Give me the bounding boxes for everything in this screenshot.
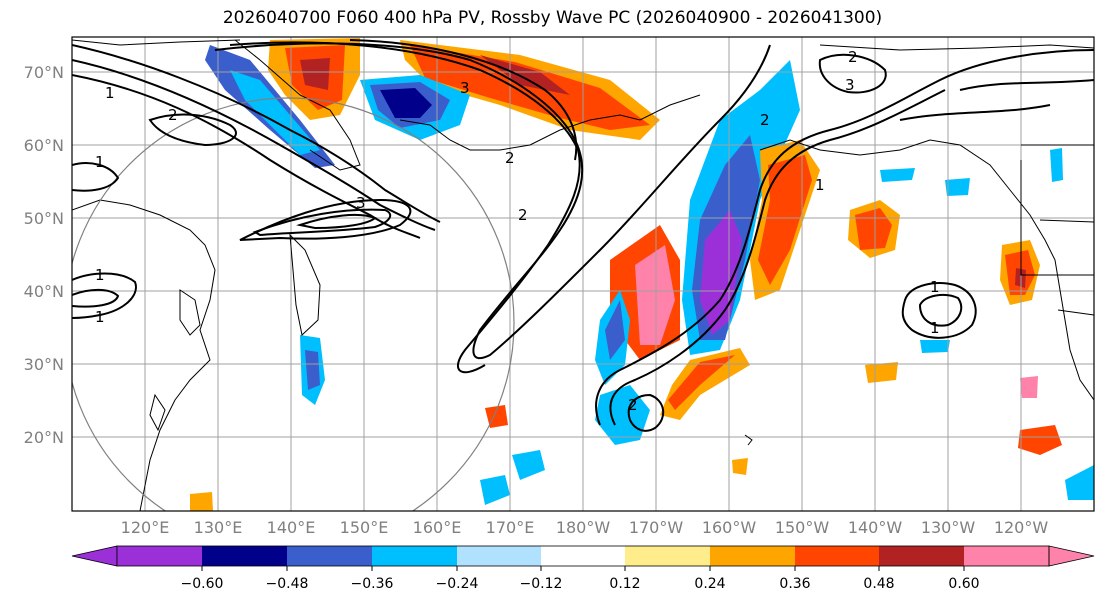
coastlines [72,39,1094,511]
colorbar-extend-min [71,545,118,567]
contour-label: 3 [356,194,366,212]
colorbar-segment [964,546,1049,566]
colorbar-tick-label: −0.24 [436,576,479,592]
lon-label: 140°E [267,518,316,537]
colorbar-segment [117,546,202,566]
graticule [72,37,1094,511]
longitude-labels: 120°E 130°E 140°E 150°E 160°E 170°E 180°… [121,518,1049,537]
contour-label: 2 [168,106,178,124]
colorbar-tick-label: 0.60 [948,576,979,592]
contour-label: 1 [95,266,105,284]
lon-label: 140°W [848,518,903,537]
contour-label: 2 [848,48,858,66]
contour-label: 3 [845,76,855,94]
lat-label: 60°N [24,136,64,155]
colorbar: −0.60 −0.48 −0.36 −0.24 −0.12 0.12 0.24 … [71,545,1095,592]
lat-label: 30°N [24,355,64,374]
lon-label: 120°E [121,518,170,537]
colorbar-tick-label: −0.12 [520,576,563,592]
lon-label: 130°W [921,518,976,537]
colorbar-tick-label: 0.24 [694,576,725,592]
contour-label: 3 [460,79,470,97]
great-circle [72,97,515,511]
lat-label: 40°N [24,282,64,301]
lon-label: 130°E [194,518,243,537]
contour-labels: 1 2 1 3 3 2 2 2 1 2 3 2 1 1 1 1 [95,48,940,414]
latitude-labels: 70°N 60°N 50°N 40°N 30°N 20°N [24,63,64,447]
contour-label: 1 [815,176,825,194]
lat-label: 50°N [24,209,64,228]
colorbar-segment [287,546,372,566]
colorbar-segment [795,546,879,566]
colorbar-segment [202,546,287,566]
contour-label: 1 [105,84,115,102]
colorbar-tick-label: 0.12 [609,576,640,592]
contour-label: 2 [518,206,528,224]
lon-label: 160°E [413,518,462,537]
lon-label: 150°E [340,518,389,537]
map-panel[interactable]: 1 2 1 3 3 2 2 2 1 2 3 2 1 1 1 1 [64,36,1095,548]
colorbar-tick-label: −0.60 [181,576,224,592]
colorbar-segment [372,546,457,566]
colorbar-segment [710,546,795,566]
colorbar-tick-label: 0.36 [779,576,810,592]
lon-label: 160°W [702,518,757,537]
contour-label: 2 [760,111,770,129]
lat-label: 70°N [24,63,64,82]
colorbar-tick-label: −0.48 [266,576,309,592]
colorbar-extend-max [1048,545,1095,567]
lon-label: 180°W [556,518,611,537]
rwpc-contours [72,39,1094,432]
colorbar-tick-label: 0.48 [863,576,894,592]
map-title: 2026040700 F060 400 hPa PV, Rossby Wave … [222,8,883,28]
colorbar-segment [625,546,710,566]
lon-label: 170°E [486,518,535,537]
lon-label: 170°W [629,518,684,537]
lon-label: 120°W [994,518,1049,537]
contour-label: 1 [930,278,940,296]
contour-label: 1 [95,153,105,171]
contour-label: 2 [628,396,638,414]
contour-label: 2 [505,149,515,167]
colorbar-segment [541,546,625,566]
colorbar-segment [457,546,541,566]
colorbar-segment [879,546,964,566]
lat-label: 20°N [24,428,64,447]
contour-label: 1 [930,319,940,337]
lon-label: 150°W [775,518,830,537]
colorbar-tick-label: −0.36 [351,576,394,592]
contour-label: 1 [95,308,105,326]
